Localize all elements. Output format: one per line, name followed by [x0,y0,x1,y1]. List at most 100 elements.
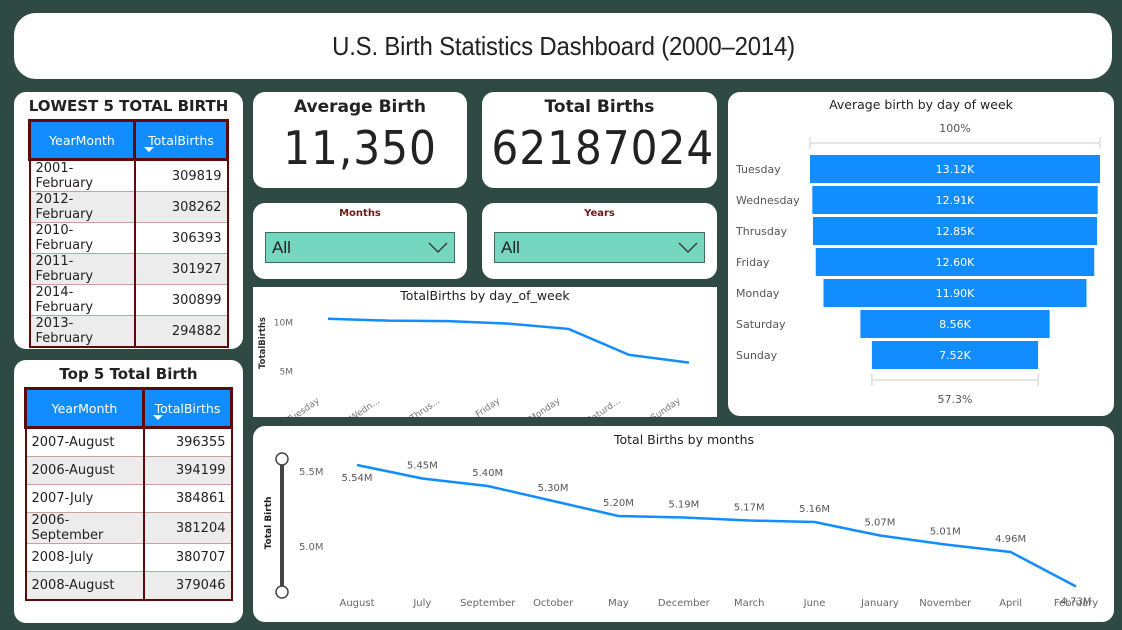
months-line-chart-card: Total Births by months Total Birth 5.5M 5… [253,426,1114,622]
table-row[interactable]: 2014-February 300899 [28,284,229,316]
table-row[interactable]: 2007-August 396355 [24,426,233,457]
total-births-card: Total Births 62187024 [482,92,717,188]
years-slicer: Years All [482,203,717,279]
average-birth-card: Average Birth 11,350 [253,92,467,188]
funnel-bar-label: 13.12K [936,163,975,176]
top-table-title: Top 5 Total Birth [59,365,198,383]
data-label: 4.73M [1061,597,1092,608]
cell-yearmonth: 2014-February [28,284,136,316]
kpi-label: Average Birth [293,97,427,117]
funnel-bar[interactable] [823,279,1087,307]
cell-totalbirths: 381204 [142,512,233,544]
funnel-bar[interactable] [815,248,1095,276]
table-row[interactable]: 2011-February 301927 [28,253,229,285]
sort-desc-icon[interactable] [144,147,154,152]
funnel-category-label: Wednesday [736,194,800,207]
months-line-chart[interactable]: Total Births by months Total Birth 5.5M 5… [253,426,1114,622]
table-row[interactable]: 2013-February 294882 [28,315,229,348]
kpi-value: 62187024 [491,121,715,175]
funnel-bar[interactable] [812,217,1098,245]
table-row[interactable]: 2001-February 309819 [28,158,229,192]
dow-line-chart-card: TotalBirths by day_of_week TotalBirths 1… [253,287,717,426]
page-title: U.S. Birth Statistics Dashboard (2000–20… [331,30,795,61]
cell-yearmonth: 2007-August [24,426,145,457]
data-label: 5.17M [734,503,765,514]
funnel-top-percent: 100% [939,122,970,135]
zoom-slider-bottom-handle[interactable] [275,585,289,599]
x-tick-label: Saturd... [585,396,622,417]
lowest-table-title: LOWEST 5 TOTAL BIRTH [28,97,229,115]
cell-yearmonth: 2007-July [24,484,145,513]
cell-yearmonth: 2010-February [28,222,136,254]
cell-totalbirths: 309819 [133,158,229,192]
data-label: 4.96M [995,534,1026,545]
funnel-category-label: Monday [736,287,780,300]
table-row[interactable]: 2008-July 380707 [24,543,233,572]
top-births-table-card: Top 5 Total Birth YearMonth TotalBirths … [14,360,243,623]
table-row[interactable]: 2006-September 381204 [24,512,233,544]
dropdown-value: All [272,237,291,257]
header-card: U.S. Birth Statistics Dashboard (2000–20… [14,13,1112,79]
funnel-category-label: Saturday [736,318,786,331]
column-header-label: TotalBirths [148,132,214,148]
series-line[interactable] [356,463,1077,588]
funnel-category-label: Sunday [736,349,778,362]
cell-yearmonth: 2001-February [28,158,136,192]
cell-totalbirths: 380707 [142,543,233,572]
x-tick-label: June [803,598,826,609]
x-tick-label: December [658,598,711,609]
cell-totalbirths: 384861 [142,484,233,513]
x-tick-label: April [999,598,1022,609]
dow-funnel-chart[interactable]: Average birth by day of week 100% 57.3% … [728,92,1114,416]
cell-yearmonth: 2013-February [28,315,136,348]
table-row[interactable]: 2008-August 379046 [24,571,233,601]
data-label: 5.54M [342,473,373,484]
cell-yearmonth: 2006-September [24,512,145,544]
y-tick-label: 5.5M [299,467,324,478]
y-axis-label: Total Birth [264,497,274,550]
funnel-bar[interactable] [810,155,1100,183]
x-tick-label: November [919,598,972,609]
column-header-totalbirths[interactable]: TotalBirths [133,119,229,161]
funnel-category-label: Tuesday [735,163,781,176]
table-row[interactable]: 2012-February 308262 [28,191,229,223]
data-label: 5.07M [864,518,895,529]
sort-desc-icon[interactable] [153,415,163,420]
column-header-totalbirths[interactable]: TotalBirths [142,387,233,429]
funnel-bar[interactable] [871,341,1039,369]
cell-totalbirths: 301927 [133,253,229,285]
table-row[interactable]: 2010-February 306393 [28,222,229,254]
x-tick-label: July [412,598,431,609]
cell-yearmonth: 2008-July [24,543,145,572]
x-tick-label: January [860,598,899,609]
y-tick-label: 10M [274,319,293,329]
years-dropdown[interactable]: All [494,232,705,263]
cell-totalbirths: 308262 [133,191,229,223]
data-label: 5.16M [799,504,830,515]
funnel-bar[interactable] [860,310,1050,338]
series-line[interactable] [327,317,690,364]
funnel-bar-label: 12.91K [936,194,975,207]
y-axis-label: TotalBirths [258,317,268,369]
data-label: 5.01M [930,527,961,538]
column-header-label: TotalBirths [154,400,221,416]
zoom-slider-top-handle[interactable] [275,452,289,466]
data-label: 5.20M [603,498,634,509]
dow-funnel-chart-card: Average birth by day of week 100% 57.3% … [728,92,1114,416]
months-dropdown[interactable]: All [265,232,455,263]
kpi-label: Total Births [544,97,655,117]
funnel-bar-label: 7.52K [939,349,971,362]
x-tick-label: Thrus... [408,396,442,417]
months-slicer: Months All [253,203,467,279]
y-tick-label: 5.0M [299,542,324,553]
dow-line-chart[interactable]: TotalBirths by day_of_week TotalBirths 1… [253,287,717,426]
column-header-yearmonth[interactable]: YearMonth [28,119,136,161]
chevron-down-icon [428,242,448,253]
cell-totalbirths: 300899 [133,284,229,316]
cell-totalbirths: 394199 [142,456,233,485]
table-row[interactable]: 2007-July 384861 [24,484,233,513]
x-tick-label: Wedn... [348,396,382,417]
table-row[interactable]: 2006-August 394199 [24,456,233,485]
column-header-yearmonth[interactable]: YearMonth [24,387,145,429]
funnel-bar[interactable] [812,186,1098,214]
